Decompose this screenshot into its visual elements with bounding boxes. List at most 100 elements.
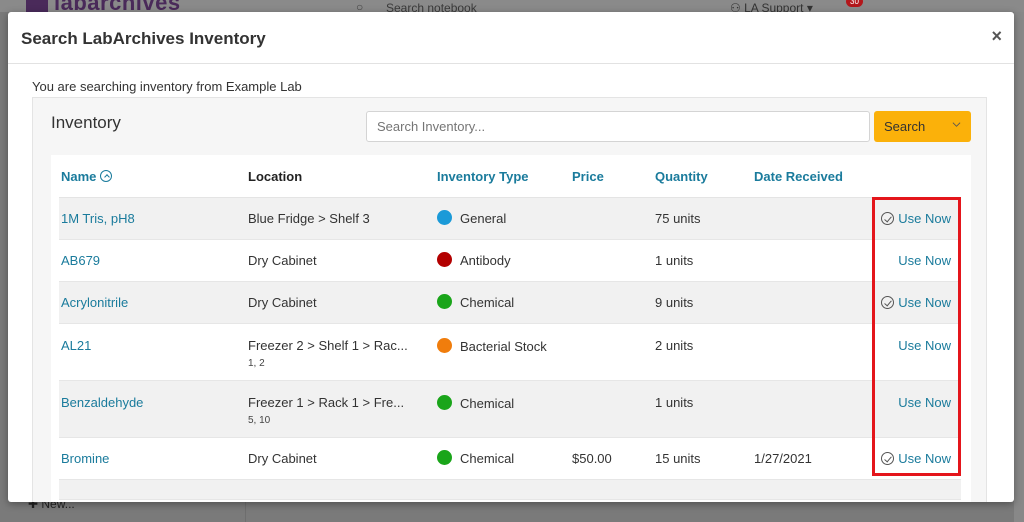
check-circle-icon <box>881 211 895 225</box>
item-quantity: 1 units <box>655 239 754 282</box>
column-header-location: Location <box>248 155 437 198</box>
item-location-positions: 5, 10 <box>248 414 271 426</box>
item-quantity: 1 units <box>655 380 754 438</box>
inventory-search-input[interactable] <box>366 111 870 142</box>
column-header-price[interactable]: Price <box>572 155 655 198</box>
inventory-table-container: Name Location Inventory Type Price Quant… <box>51 155 971 502</box>
table-row-partial <box>59 479 961 500</box>
type-color-dot-icon <box>437 252 452 267</box>
item-name-link[interactable]: AB679 <box>61 252 101 268</box>
sort-ascending-icon[interactable] <box>100 170 113 183</box>
use-now-button[interactable]: Use Now <box>881 451 951 466</box>
logo-mark-icon <box>26 0 48 14</box>
item-quantity: 15 units <box>655 437 754 480</box>
item-price <box>572 197 655 240</box>
background-app-header <box>0 0 1024 12</box>
item-location: Blue Fridge > Shelf 3 <box>248 197 437 240</box>
item-type: General <box>460 211 507 226</box>
app-logo: labarchives <box>26 0 181 16</box>
item-quantity: 75 units <box>655 197 754 240</box>
search-icon: ○ <box>356 0 364 14</box>
item-name-link[interactable]: Benzaldehyde <box>61 394 144 410</box>
item-price <box>572 281 655 324</box>
table-header-row: Name Location Inventory Type Price Quant… <box>59 155 961 198</box>
item-name-link[interactable]: AL21 <box>61 337 92 353</box>
type-color-dot-icon <box>437 450 452 465</box>
logo-text: labarchives <box>54 0 181 15</box>
use-now-button[interactable]: Use Now <box>898 253 951 268</box>
use-now-button[interactable]: Use Now <box>898 338 951 353</box>
item-price: $50.00 <box>572 437 655 480</box>
item-location-path: Freezer 2 > Shelf 1 > Rac... <box>248 337 408 353</box>
use-now-button[interactable]: Use Now <box>881 211 951 226</box>
user-icon: ⚇ <box>730 1 745 15</box>
inventory-panel: Inventory Search Name Location Inventory… <box>32 97 987 502</box>
item-price <box>572 239 655 282</box>
user-menu: ⚇ LA Support ▾ <box>730 1 813 15</box>
item-location-positions: 1, 2 <box>248 357 265 369</box>
modal-header: Search LabArchives Inventory × <box>8 12 1014 64</box>
background-search-placeholder: Search notebook <box>386 1 477 15</box>
use-now-label: Use Now <box>898 294 951 310</box>
item-type: Chemical <box>460 451 515 466</box>
use-now-label: Use Now <box>898 210 951 226</box>
item-date-received <box>754 197 862 240</box>
item-date-received <box>754 380 862 438</box>
column-header-inventory-type[interactable]: Inventory Type <box>437 155 572 198</box>
column-header-date-received[interactable]: Date Received <box>754 155 862 198</box>
item-date-received <box>754 281 862 324</box>
item-date-received <box>754 323 862 381</box>
item-location-path: Freezer 1 > Rack 1 > Fre... <box>248 394 405 410</box>
column-header-label: Name <box>61 169 97 185</box>
table-row: AB679 Dry Cabinet Antibody 1 units Use N… <box>59 239 961 282</box>
sidebar-divider <box>245 490 246 522</box>
item-type: Chemical <box>460 395 515 411</box>
search-button-label: Search <box>884 119 926 134</box>
item-name-link[interactable]: Bromine <box>61 450 110 466</box>
use-now-button[interactable]: Use Now <box>898 395 951 410</box>
user-menu-label: LA Support <box>744 1 804 15</box>
item-type: Bacterial Stock <box>460 338 547 354</box>
item-name-link[interactable]: Acrylonitrile <box>61 294 129 310</box>
item-location: Dry Cabinet <box>248 437 437 480</box>
type-color-dot-icon <box>437 294 452 309</box>
use-now-label: Use Now <box>898 394 951 410</box>
item-quantity: 2 units <box>655 323 754 381</box>
use-now-button[interactable]: Use Now <box>881 295 951 310</box>
item-type: Chemical <box>460 295 515 310</box>
type-color-dot-icon <box>437 394 452 410</box>
use-now-label: Use Now <box>898 450 951 466</box>
item-location: Dry Cabinet <box>248 281 437 324</box>
item-name-link[interactable]: 1M Tris, pH8 <box>61 210 135 226</box>
item-location: Dry Cabinet <box>248 239 437 282</box>
type-color-dot-icon <box>437 337 452 353</box>
item-date-received <box>754 239 862 282</box>
type-color-dot-icon <box>437 210 452 225</box>
table-row: AL21 Freezer 2 > Shelf 1 > Rac... 1, 2 Ba… <box>59 323 961 381</box>
notification-badge: 30 <box>846 0 863 7</box>
item-location: Freezer 1 > Rack 1 > Fre... 5, 10 <box>248 380 437 438</box>
use-now-label: Use Now <box>898 252 951 268</box>
item-price <box>572 380 655 438</box>
modal-title: Search LabArchives Inventory <box>21 29 266 48</box>
table-row: 1M Tris, pH8 Blue Fridge > Shelf 3 Gener… <box>59 197 961 240</box>
background-right-strip <box>1014 12 1024 522</box>
column-header-name[interactable]: Name <box>59 155 248 198</box>
inventory-title: Inventory <box>51 113 121 132</box>
column-header-action <box>862 155 961 198</box>
use-now-label: Use Now <box>898 337 951 353</box>
item-price <box>572 323 655 381</box>
column-header-quantity[interactable]: Quantity <box>655 155 754 198</box>
table-row: Acrylonitrile Dry Cabinet Chemical 9 uni… <box>59 281 961 324</box>
table-row: Bromine Dry Cabinet Chemical $50.00 15 u… <box>59 437 961 480</box>
item-location: Freezer 2 > Shelf 1 > Rac... 1, 2 <box>248 323 437 381</box>
search-button[interactable]: Search <box>874 111 971 142</box>
item-quantity: 9 units <box>655 281 754 324</box>
search-inventory-modal: Search LabArchives Inventory × You are s… <box>8 12 1014 502</box>
check-circle-icon <box>881 451 895 465</box>
inventory-table: Name Location Inventory Type Price Quant… <box>59 155 961 500</box>
table-row: Benzaldehyde Freezer 1 > Rack 1 > Fre...… <box>59 380 961 438</box>
close-button[interactable]: × <box>991 26 1002 46</box>
item-type: Antibody <box>460 253 511 268</box>
chevron-down-icon <box>952 122 961 127</box>
